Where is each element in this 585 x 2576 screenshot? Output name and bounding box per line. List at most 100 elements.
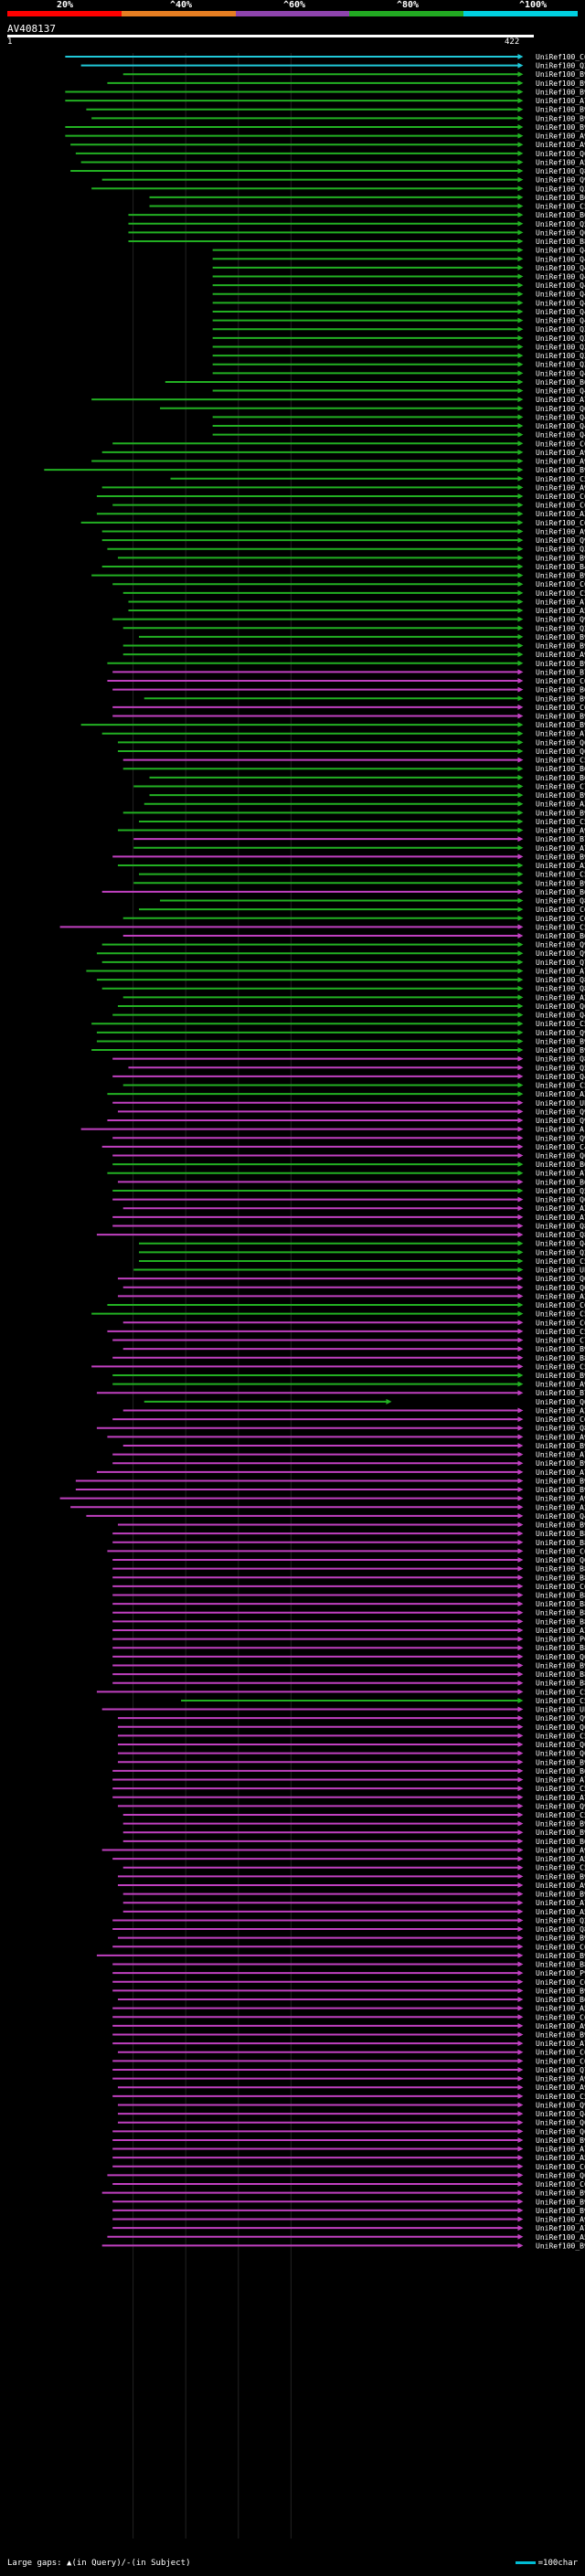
hit-label[interactable]: UniRef100_C6TBW1 — [536, 1319, 585, 1327]
hit-label[interactable]: UniRef100_B9SMH4 — [536, 1477, 585, 1485]
hit-label[interactable]: UniRef100_Q04BD1 — [536, 1152, 585, 1161]
hit-label[interactable]: UniRef100_Q0Z917 — [536, 1741, 585, 1749]
hit-label[interactable]: UniRef100_A9NSL6 — [536, 458, 585, 466]
hit-label[interactable]: UniRef100_Q4KRE1 — [536, 1012, 585, 1020]
hit-label[interactable]: UniRef100_Q01JZ0 — [536, 1284, 585, 1292]
hit-label[interactable]: UniRef100_Q653Y0 — [536, 738, 585, 747]
hit-label[interactable]: UniRef100_C7I2H4 — [536, 782, 585, 790]
hit-label[interactable]: UniRef100_Q4KR02 — [536, 317, 585, 325]
hit-label[interactable]: UniRef100_Q4KQZ2 — [536, 422, 585, 430]
hit-label[interactable]: UniRef100_C6SVL3 — [536, 440, 585, 448]
hit-label[interactable]: UniRef100_B9GKQ8 — [536, 1872, 585, 1881]
hit-label[interactable]: UniRef100_B9SLS7 — [536, 660, 585, 668]
hit-label[interactable]: UniRef100_Q5NBG2 — [536, 1064, 585, 1072]
hit-label[interactable]: UniRef100_C5WL07 — [536, 475, 585, 483]
hit-label[interactable]: UniRef100_B9NXW5 — [536, 879, 585, 887]
hit-label[interactable]: UniRef100_B7FJT6 — [536, 668, 585, 676]
hit-label[interactable]: UniRef100_A5BZ19 — [536, 2005, 585, 2013]
hit-label[interactable]: UniRef100_UP1000... — [536, 1099, 585, 1108]
hit-label[interactable]: UniRef100_A7PLR0 — [536, 1899, 585, 1907]
hit-label[interactable]: UniRef100_A9NVM5 — [536, 1846, 585, 1854]
hit-label[interactable]: UniRef100_C5YD45 — [536, 1688, 585, 1696]
hit-label[interactable]: UniRef100_C5S3N1 — [536, 1811, 585, 1819]
hit-label[interactable]: UniRef100_B8BI06 — [536, 1644, 585, 1652]
hit-label[interactable]: UniRef100_C6TJM3 — [536, 915, 585, 923]
hit-label[interactable]: UniRef100_B9SKK7 — [536, 554, 585, 562]
hit-label[interactable]: UniRef100_B8Y9N0 — [536, 1670, 585, 1679]
hit-label[interactable]: UniRef100_A5BQ79 — [536, 158, 585, 166]
hit-label[interactable]: UniRef100_Q9ZND8 — [536, 941, 585, 949]
hit-label[interactable]: UniRef100_Q9SUU3 — [536, 176, 585, 185]
hit-label[interactable]: UniRef100_Q84LE0 — [536, 167, 585, 175]
hit-label[interactable]: UniRef100_B6TCC4 — [536, 1767, 585, 1776]
hit-label[interactable]: UniRef100_B8BIT1 — [536, 1539, 585, 1547]
hit-label[interactable]: UniRef100_A9PCU9 — [536, 651, 585, 659]
hit-label[interactable]: UniRef100_A2ZQD1 — [536, 1406, 585, 1415]
hit-label[interactable]: UniRef100_Q4KR13 — [536, 255, 585, 263]
hit-label[interactable]: UniRef100_A9NT22 — [536, 1381, 585, 1389]
hit-label[interactable]: UniRef100_B9F4V8 — [536, 2198, 585, 2206]
hit-label[interactable]: UniRef100_A9NQZ3 — [536, 527, 585, 535]
hit-label[interactable]: UniRef100_A2QZY8 — [536, 1503, 585, 1511]
hit-label[interactable]: UniRef100_Q4KR04 — [536, 308, 585, 316]
hit-label[interactable]: UniRef100_C6T5I1 — [536, 2049, 585, 2057]
hit-label[interactable]: UniRef100_B9GXD5 — [536, 1521, 585, 1530]
hit-label[interactable]: UniRef100_B6SKU7 — [536, 194, 585, 202]
hit-label[interactable]: UniRef100_C5XVQ5 — [536, 818, 585, 826]
hit-label[interactable]: UniRef100_B8BIJ6 — [536, 1600, 585, 1608]
hit-label[interactable]: UniRef100_B9H813 — [536, 1758, 585, 1766]
hit-label[interactable]: UniRef100_Q6Z227 — [536, 1196, 585, 1204]
hit-label[interactable]: UniRef100_Q3QGY1 — [536, 343, 585, 351]
hit-label[interactable]: UniRef100_C6TMW5 — [536, 906, 585, 914]
hit-label[interactable]: UniRef100_Q02761 — [536, 1723, 585, 1732]
hit-label[interactable]: UniRef100_Q9M8G2 — [536, 1029, 585, 1037]
hit-label[interactable]: UniRef100_C5YK12 — [536, 1310, 585, 1319]
hit-label[interactable]: UniRef100_Q4KQ21 — [536, 387, 585, 396]
hit-label[interactable]: UniRef100_C5XLZ2 — [536, 1732, 585, 1740]
hit-label[interactable]: UniRef100_C6TJA6 — [536, 53, 585, 61]
hit-label[interactable]: UniRef100_Q6Z4W7 — [536, 2119, 585, 2127]
hit-label[interactable]: UniRef100_A7NWK3 — [536, 1794, 585, 1802]
hit-label[interactable]: UniRef100_B9SQN1 — [536, 633, 585, 641]
hit-label[interactable]: UniRef100_Q9LQQ1 — [536, 616, 585, 624]
hit-label[interactable]: UniRef100_B6TFN3 — [536, 1838, 585, 1846]
hit-label[interactable]: UniRef100_Q4KR06 — [536, 299, 585, 307]
hit-label[interactable]: UniRef100_Q6H7T2 — [536, 1002, 585, 1011]
hit-label[interactable]: UniRef100_A7QIN1 — [536, 2146, 585, 2154]
hit-label[interactable]: UniRef100_C5XH61 — [536, 871, 585, 879]
hit-label[interactable]: UniRef100_B8BIL9 — [536, 1565, 585, 1574]
hit-label[interactable]: UniRef100_UP1000... — [536, 1267, 585, 1275]
hit-label[interactable]: UniRef100_B8BYK4 — [536, 1680, 585, 1688]
hit-label[interactable]: UniRef100_Q0J6Z5 — [536, 747, 585, 756]
hit-label[interactable]: UniRef100_B9IDB3 — [536, 809, 585, 817]
hit-label[interactable]: UniRef100_C4IYS1 — [536, 1143, 585, 1151]
hit-label[interactable]: UniRef100_B8BI16 — [536, 1609, 585, 1617]
hit-label[interactable]: UniRef100_B8A9E9 — [536, 238, 585, 246]
hit-label[interactable]: UniRef100_Q5QN41 — [536, 1187, 585, 1195]
hit-label[interactable]: UniRef100_B9SQI2 — [536, 106, 585, 114]
hit-label[interactable]: UniRef100_C6SVM5 — [536, 2180, 585, 2189]
hit-label[interactable]: UniRef100_B6TW16 — [536, 686, 585, 694]
hit-label[interactable]: UniRef100_B9SSN9 — [536, 1820, 585, 1829]
hit-label[interactable]: UniRef100_C5Z900 — [536, 1328, 585, 1336]
hit-label[interactable]: UniRef100_A5BTB2 — [536, 2233, 585, 2242]
hit-label[interactable]: UniRef100_A7PF66 — [536, 1776, 585, 1785]
hit-label[interactable]: UniRef100_Q2PER5 — [536, 62, 585, 70]
hit-label[interactable]: UniRef100_Q3QGW9 — [536, 361, 585, 369]
hit-label[interactable]: UniRef100_B9R9Z8 — [536, 1952, 585, 1960]
hit-label[interactable]: UniRef100_B6U0G2 — [536, 378, 585, 387]
hit-label[interactable]: UniRef100_Q682V1 — [536, 150, 585, 158]
hit-label[interactable]: UniRef100_B9SXT0 — [536, 1046, 585, 1055]
hit-label[interactable]: UniRef100_A9PIQ1 — [536, 827, 585, 835]
hit-label[interactable]: UniRef100_B9MV68 — [536, 1935, 585, 1943]
hit-label[interactable]: UniRef100_B9GVL7 — [536, 2031, 585, 2040]
hit-label[interactable]: UniRef100_B8BTJ3 — [536, 1961, 585, 1969]
hit-label[interactable]: UniRef100_B9S8Q0 — [536, 721, 585, 729]
hit-label[interactable]: UniRef100_B9IBS7 — [536, 2207, 585, 2215]
hit-label[interactable]: UniRef100_A9NXT2 — [536, 449, 585, 457]
hit-label[interactable]: UniRef100_Q4KRE0 — [536, 1240, 585, 1248]
hit-label[interactable]: UniRef100_B9F6V7 — [536, 1345, 585, 1353]
hit-label[interactable]: UniRef100_B9STR9 — [536, 642, 585, 651]
hit-label[interactable]: UniRef100_Q7FIH3 — [536, 2066, 585, 2074]
hit-label[interactable]: UniRef100_B9I7Y6 — [536, 114, 585, 122]
